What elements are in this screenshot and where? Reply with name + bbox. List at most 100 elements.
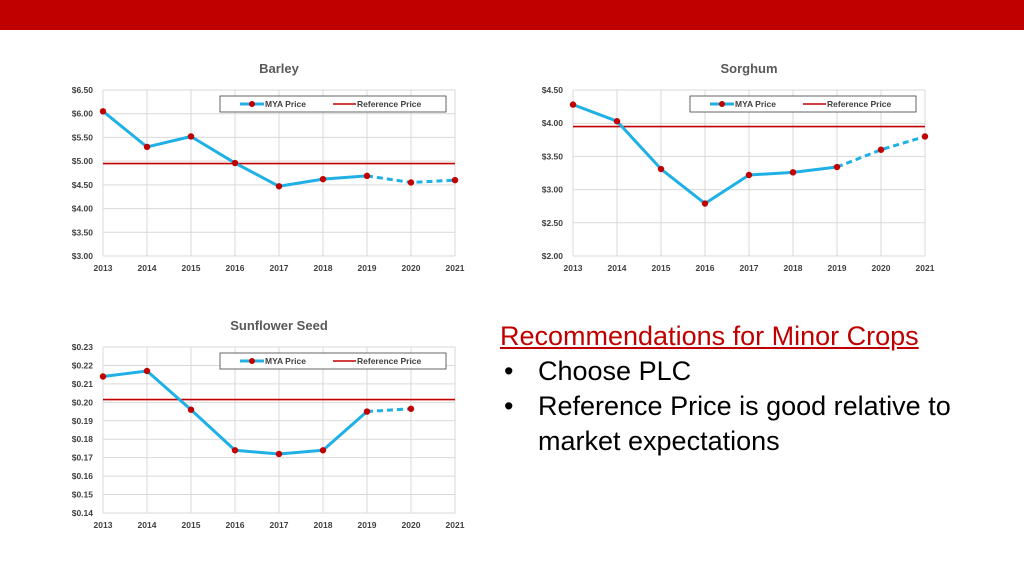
legend-reference-label: Reference Price (827, 99, 892, 109)
x-tick-label: 2019 (358, 263, 377, 273)
x-tick-label: 2016 (226, 263, 245, 273)
mya-price-point (99, 108, 107, 115)
top-accent-bar (0, 0, 1024, 30)
mya-price-point (451, 176, 459, 184)
mya-price-point (319, 447, 327, 454)
y-tick-label: $0.17 (72, 453, 94, 463)
mya-price-point (745, 171, 753, 179)
legend-mya-label: MYA Price (265, 356, 306, 366)
bullet-dot-icon: • (504, 391, 514, 421)
mya-price-point (319, 175, 327, 183)
x-tick-label: 2018 (314, 520, 333, 530)
mya-price-point (789, 169, 797, 176)
legend-reference-label: Reference Price (357, 356, 422, 366)
x-tick-label: 2017 (270, 263, 289, 273)
legend-mya-marker (249, 101, 255, 107)
mya-price-point (99, 373, 107, 380)
x-tick-label: 2014 (138, 263, 157, 273)
chart-title: Barley (259, 61, 300, 76)
x-tick-label: 2016 (696, 263, 715, 273)
x-tick-label: 2019 (828, 263, 847, 273)
mya-price-point (363, 172, 371, 180)
mya-price-point (187, 133, 195, 140)
y-tick-label: $4.00 (542, 118, 564, 128)
mya-price-point (275, 183, 283, 190)
x-tick-label: 2018 (784, 263, 803, 273)
y-tick-label: $2.00 (542, 251, 564, 261)
x-tick-label: 2015 (182, 520, 201, 530)
x-tick-label: 2021 (916, 263, 935, 273)
mya-price-point (143, 143, 151, 151)
y-tick-label: $5.00 (72, 156, 94, 166)
y-tick-label: $6.00 (72, 109, 94, 119)
mya-price-point (569, 101, 577, 108)
x-tick-label: 2014 (608, 263, 627, 273)
y-tick-label: $0.21 (72, 379, 94, 389)
y-tick-label: $0.19 (72, 416, 94, 426)
x-tick-label: 2014 (138, 520, 157, 530)
mya-price-point (143, 367, 151, 375)
bullet-reference-price: • Reference Price is good relative to ma… (500, 389, 1000, 459)
x-tick-label: 2020 (872, 263, 891, 273)
y-tick-label: $0.22 (72, 360, 94, 370)
y-tick-label: $4.00 (72, 204, 94, 214)
mya-price-projected-line (366, 407, 412, 414)
x-tick-label: 2016 (226, 520, 245, 530)
mya-price-point (275, 450, 283, 458)
legend-mya-marker (719, 101, 725, 107)
legend-mya-marker (249, 358, 255, 364)
legend-mya-label: MYA Price (735, 99, 776, 109)
recommendations-text: Recommendations for Minor Crops • Choose… (500, 318, 1000, 459)
y-tick-label: $5.50 (72, 132, 94, 142)
y-tick-label: $3.50 (72, 227, 94, 237)
chart-title: Sunflower Seed (230, 318, 328, 333)
mya-price-point (833, 163, 841, 171)
mya-price-point (701, 200, 709, 207)
y-tick-label: $3.50 (542, 151, 564, 161)
bullet-choose-plc: • Choose PLC (500, 354, 1000, 389)
x-tick-label: 2021 (446, 263, 465, 273)
x-tick-label: 2017 (740, 263, 759, 273)
x-tick-label: 2018 (314, 263, 333, 273)
mya-price-point (407, 405, 415, 412)
mya-price-point (921, 133, 929, 140)
bullet-text: Reference Price is good relative to mark… (538, 391, 951, 456)
y-tick-label: $2.50 (542, 218, 564, 228)
x-tick-label: 2021 (446, 520, 465, 530)
bullet-text: Choose PLC (538, 356, 692, 386)
mya-price-point (407, 179, 415, 186)
recommendations-list: • Choose PLC • Reference Price is good r… (500, 354, 1000, 459)
y-tick-label: $3.00 (542, 185, 564, 195)
mya-price-point (877, 146, 885, 153)
x-tick-label: 2013 (564, 263, 583, 273)
bullet-dot-icon: • (504, 356, 514, 386)
x-tick-label: 2017 (270, 520, 289, 530)
barley-chart: Barley $3.00 $3.50 $4.00 $4.50 $5.00 $5.50 $6.0… (72, 61, 465, 273)
sunflower-seed-chart: Sunflower Seed $0.14 $0.15 $0.16 $0.17 $0.18 $… (72, 318, 465, 530)
mya-price-point (657, 165, 665, 173)
mya-price-point (613, 118, 621, 125)
mya-price-point (363, 408, 371, 415)
mya-price-point (231, 447, 239, 454)
y-tick-label: $4.50 (72, 180, 94, 190)
y-tick-label: $0.18 (72, 434, 94, 444)
legend-mya-label: MYA Price (265, 99, 306, 109)
x-tick-label: 2013 (94, 263, 113, 273)
mya-price-projected-line (836, 135, 926, 169)
y-tick-label: $0.20 (72, 397, 94, 407)
chart-title: Sorghum (720, 61, 777, 76)
y-tick-label: $0.23 (72, 342, 94, 352)
recommendations-heading: Recommendations for Minor Crops (500, 321, 919, 351)
x-tick-label: 2015 (652, 263, 671, 273)
y-tick-label: $0.14 (72, 508, 94, 518)
y-tick-label: $4.50 (542, 85, 564, 95)
x-tick-label: 2019 (358, 520, 377, 530)
y-tick-label: $0.15 (72, 490, 94, 500)
x-tick-label: 2020 (402, 263, 421, 273)
mya-price-point (231, 159, 239, 167)
x-tick-label: 2015 (182, 263, 201, 273)
x-tick-label: 2020 (402, 520, 421, 530)
x-tick-label: 2013 (94, 520, 113, 530)
y-tick-label: $6.50 (72, 85, 94, 95)
y-tick-label: $3.00 (72, 251, 94, 261)
